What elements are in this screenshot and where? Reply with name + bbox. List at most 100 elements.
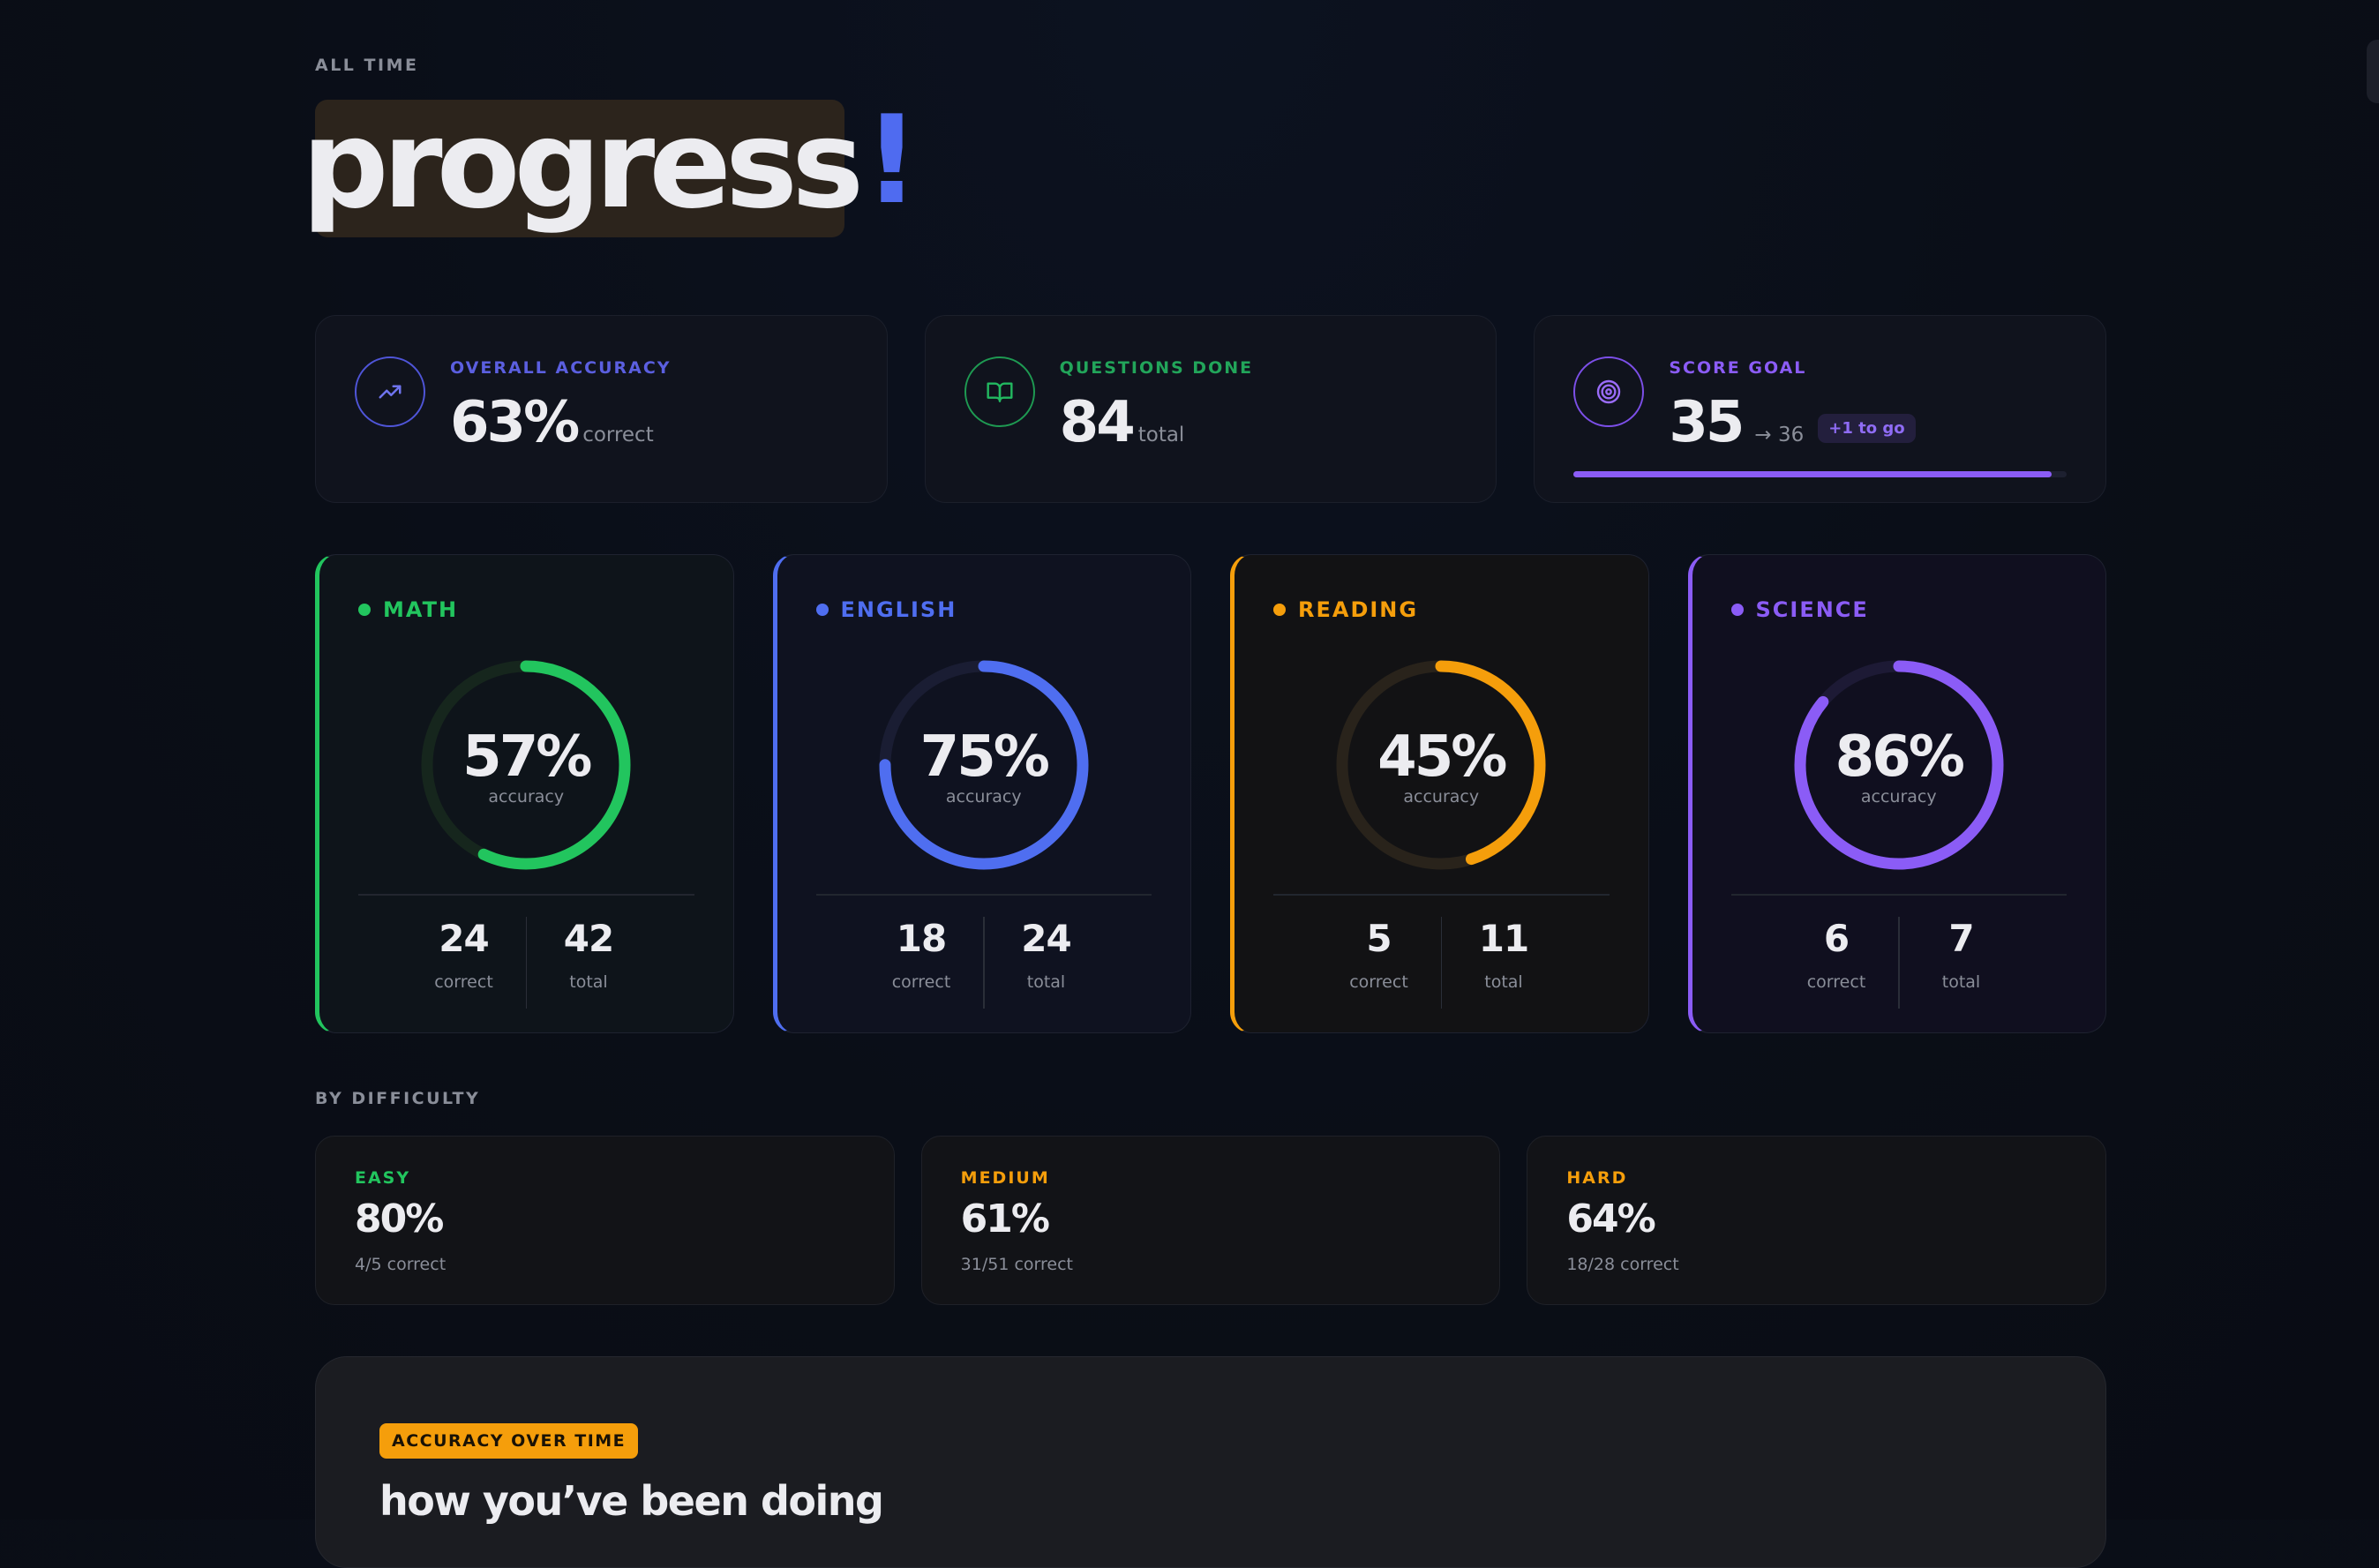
total-value: 7 [1948,917,1974,960]
total-value: 42 [563,917,614,960]
open-book-icon [964,356,1035,427]
stats-row: OVERALL ACCURACY 63% correct QUESTIONS D… [315,315,2107,503]
difficulty-card-easy: EASY 80% 4/5 correct [315,1136,895,1305]
total-label: total [1941,972,1981,992]
divider [1440,917,1442,1009]
total-count: 7 total [1900,917,2023,1009]
side-panel-tab[interactable] [2367,40,2379,103]
difficulty-card-medium: MEDIUM 61% 31/51 correct [920,1136,1501,1305]
subjects-row: MATH 57% accuracy 24 correct 42 total [315,554,2106,1033]
section-tag: ACCURACY OVER TIME [379,1423,639,1459]
section-heading: how you’ve been doing [379,1477,884,1525]
accuracy-value: 63% [450,390,580,455]
difficulty-count: 4/5 correct [355,1255,447,1274]
subject-dot-icon [1273,604,1286,616]
correct-label: correct [1349,972,1408,992]
trending-up-icon [355,356,425,427]
donut-svg [421,660,631,870]
subject-counts: 18 correct 24 total [777,917,1191,1009]
title-highlight: progress [302,100,864,237]
questions-unit: total [1137,424,1185,446]
subject-counts: 6 correct 7 total [1692,917,2106,1009]
divider [1898,917,1900,1009]
stat-label: OVERALL ACCURACY [450,358,672,378]
accuracy-over-time-panel: ACCURACY OVER TIME how you’ve been doing [315,1356,2106,1568]
overall-accuracy-card: OVERALL ACCURACY 63% correct [315,315,888,503]
correct-count: 24 correct [402,917,526,1009]
donut-svg [1794,660,2004,870]
subject-counts: 5 correct 11 total [1235,917,1648,1009]
total-label: total [1484,972,1523,992]
accuracy-donut-english: 75% accuracy [869,650,1099,880]
accuracy-percent: 57% [462,724,592,790]
accuracy-percent: 45% [1377,724,1507,790]
stat-label: SCORE GOAL [1669,358,1807,378]
subject-name: ENGLISH [840,597,957,622]
subject-header: SCIENCE [1730,597,1869,622]
questions-done-card: QUESTIONS DONE 84 total [924,315,1497,503]
goal-target: → 36 [1754,424,1805,446]
correct-label: correct [891,972,951,992]
goal-progress-bar [1573,471,2068,477]
accuracy-donut-reading: 45% accuracy [1326,650,1556,880]
subject-dot-icon [1730,604,1744,616]
accuracy-percent: 75% [919,724,1050,790]
total-value: 11 [1478,917,1529,960]
difficulty-section-label: BY DIFFICULTY [315,1089,481,1108]
total-count: 24 total [985,917,1108,1009]
correct-count: 18 correct [859,917,983,1009]
subject-name: MATH [383,597,459,622]
correct-label: correct [1806,972,1866,992]
accuracy-caption: accuracy [488,787,565,807]
time-range-label: ALL TIME [315,56,419,75]
stat-value: 84 total [1060,390,1185,455]
difficulty-count: 31/51 correct [960,1255,1073,1274]
correct-value: 5 [1366,917,1392,960]
goal-progress-fill [1573,471,2053,477]
donut-svg [1336,660,1546,870]
subject-header: MATH [358,597,458,622]
donut-arc [1794,660,2004,870]
difficulty-name: MEDIUM [960,1168,1050,1188]
page-title: progress ! [302,100,919,237]
subject-card-math: MATH 57% accuracy 24 correct 42 total [315,554,734,1033]
subject-card-english: ENGLISH 75% accuracy 18 correct 24 total [772,554,1191,1033]
subject-card-reading: READING 45% accuracy 5 correct 11 total [1230,554,1649,1033]
stat-value: 63% correct [450,390,654,455]
total-label: total [569,972,608,992]
subject-header: ENGLISH [815,597,957,622]
correct-count: 5 correct [1317,917,1441,1009]
subject-name: SCIENCE [1755,597,1869,622]
donut-svg [879,660,1089,870]
total-label: total [1026,972,1066,992]
divider [1730,894,2067,896]
divider [358,894,694,896]
difficulty-card-hard: HARD 64% 18/28 correct [1527,1136,2107,1305]
stat-label: QUESTIONS DONE [1059,358,1254,378]
stat-value: 35 → 36 +1 to go [1669,390,1916,455]
difficulty-count: 18/28 correct [1566,1255,1679,1274]
accuracy-donut-math: 57% accuracy [411,650,641,880]
score-goal-card: SCORE GOAL 35 → 36 +1 to go [1534,315,2107,503]
divider [525,917,527,1009]
correct-count: 6 correct [1775,917,1898,1009]
difficulty-name: HARD [1566,1168,1628,1188]
subject-counts: 24 correct 42 total [319,917,733,1009]
correct-value: 6 [1823,917,1850,960]
questions-value: 84 [1059,390,1136,455]
difficulty-name: EASY [355,1168,411,1188]
difficulty-percent: 80% [355,1197,444,1242]
divider [1273,894,1610,896]
total-value: 24 [1021,917,1071,960]
correct-value: 24 [439,917,489,960]
subject-dot-icon [358,604,371,616]
accuracy-caption: accuracy [1860,787,1937,807]
correct-label: correct [434,972,493,992]
subject-card-science: SCIENCE 86% accuracy 6 correct 7 total [1687,554,2106,1033]
accuracy-percent: 86% [1835,724,1965,790]
accuracy-caption: accuracy [1403,787,1480,807]
divider [983,917,985,1009]
subject-header: READING [1273,597,1418,622]
difficulty-percent: 61% [960,1197,1050,1242]
difficulty-percent: 64% [1566,1197,1655,1242]
